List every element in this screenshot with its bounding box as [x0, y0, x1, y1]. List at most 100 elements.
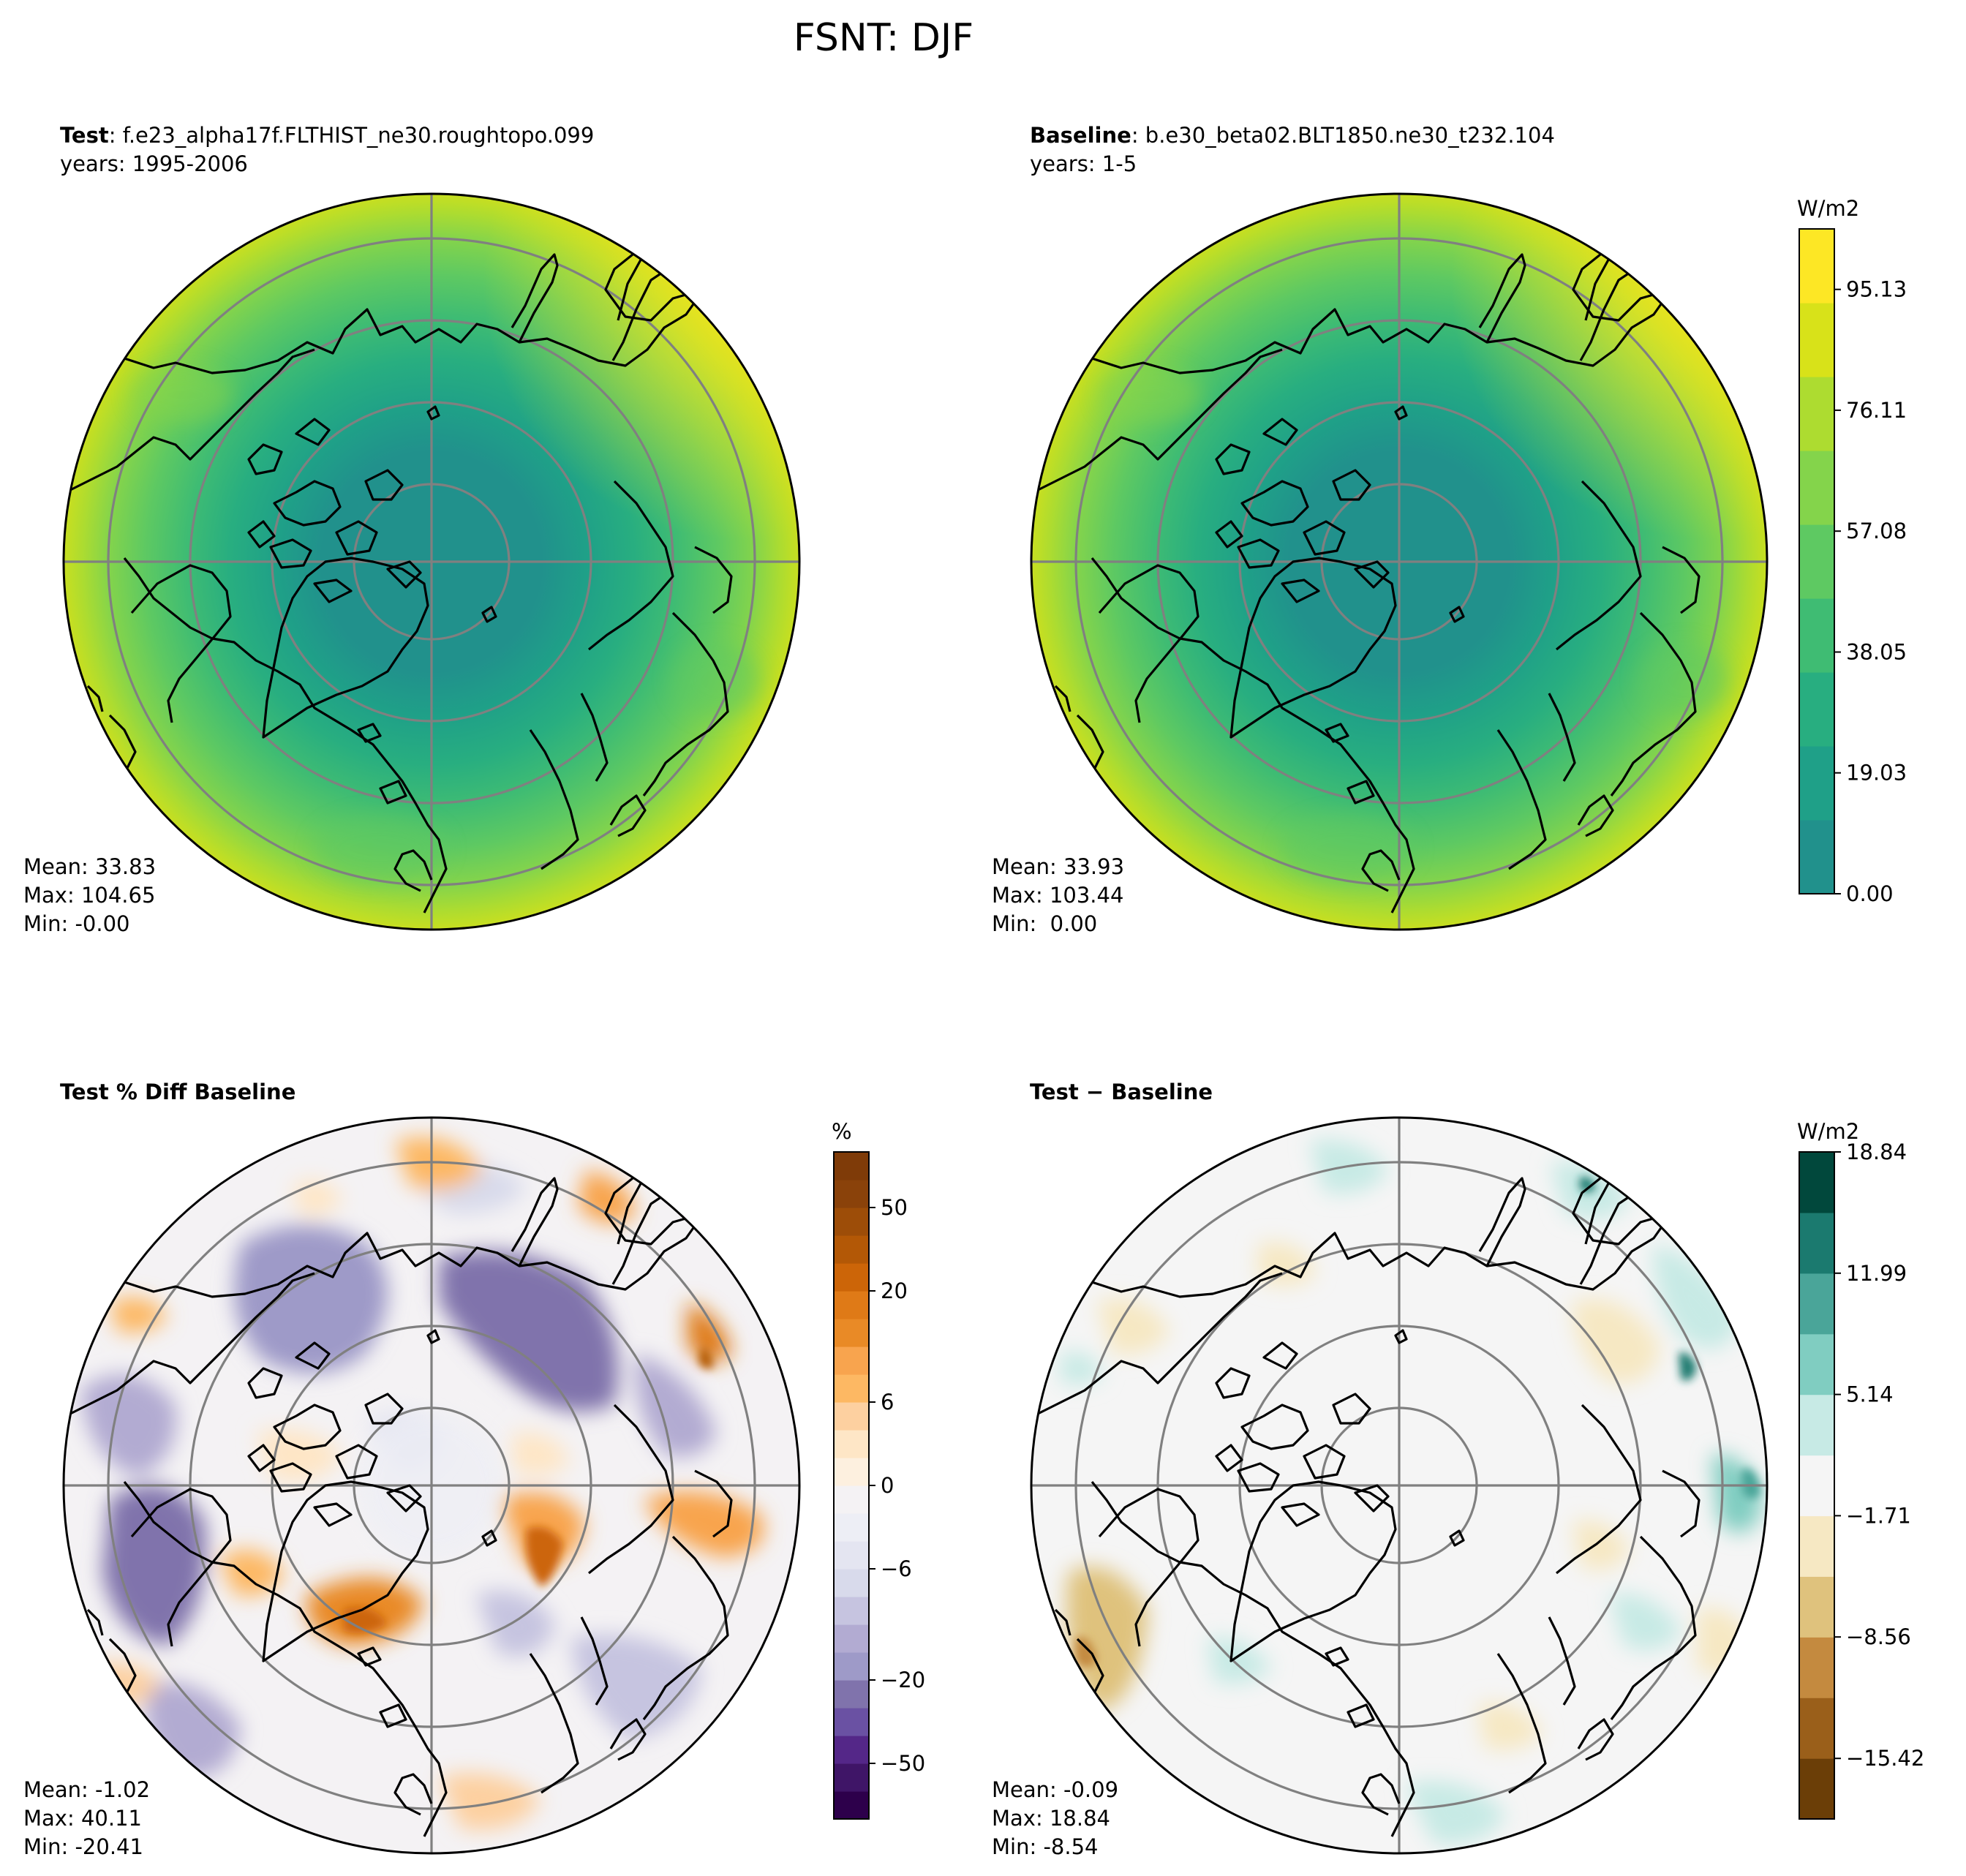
colorbar-segment: [834, 1680, 869, 1709]
colorbar-frame: [1799, 1151, 1835, 1820]
test-max: Max: 104.65: [23, 883, 156, 908]
colorbar-segment: [834, 1513, 869, 1542]
colorbar-unit: %: [832, 1119, 852, 1144]
colorbar-segment: [1799, 524, 1834, 599]
colorbar-tick-label: 18.84: [1846, 1139, 1907, 1164]
pct-colorbar: % −50 −20 −6 0 6 20 50: [832, 1119, 925, 1820]
colorbar-segment: [834, 1708, 869, 1736]
colorbar-segment: [1799, 1698, 1834, 1759]
colorbar-segment: [1799, 1152, 1834, 1213]
test-panel-title: Test: f.e23_alpha17f.FLTHIST_ne30.rought…: [60, 121, 594, 178]
baseline-case-name: : b.e30_beta02.BLT1850.ne30_t232.104: [1131, 123, 1555, 148]
colorbar-tick-label: −15.42: [1846, 1746, 1924, 1771]
colorbar-segment: [834, 1402, 869, 1431]
colorbar-segment: [834, 1791, 869, 1820]
pct-diff-map: [62, 1116, 801, 1855]
colorbar-tick-label: −50: [881, 1751, 925, 1776]
colorbar-segment: [1799, 1758, 1834, 1820]
diff-label-rest: − Baseline: [1078, 1080, 1213, 1104]
diff-panel-title: Test − Baseline: [1030, 1078, 1213, 1107]
colorbar-tick-label: −1.71: [1846, 1503, 1911, 1528]
colorbar-unit: W/m2: [1797, 1119, 1859, 1144]
colorbar-segment: [834, 1291, 869, 1319]
baseline-mean: Mean: 33.93: [992, 854, 1125, 879]
colorbar-segment: [834, 1152, 869, 1180]
colorbar-frame: [1799, 228, 1835, 894]
figure-title: FSNT: DJF: [793, 16, 974, 60]
pct-diff-min: Min: -20.41: [23, 1834, 143, 1859]
colorbar-segment: [834, 1624, 869, 1653]
test-stats: Mean: 33.83 Max: 104.65 Min: -0.00: [23, 853, 156, 938]
test-min: Min: -0.00: [23, 911, 130, 936]
colorbar-segment: [834, 1346, 869, 1375]
colorbar-segment: [1799, 746, 1834, 821]
colorbar-tick-label: 5.14: [1846, 1382, 1894, 1407]
colorbar-tick-label: 0.00: [1846, 881, 1894, 906]
colorbar-segment: [834, 1485, 869, 1514]
colorbar-segment: [1799, 229, 1834, 304]
colorbar-tick-label: 20: [881, 1278, 908, 1303]
pct-diff-mean: Mean: -1.02: [23, 1777, 151, 1802]
colorbar-segment: [1799, 672, 1834, 747]
baseline-panel-title: Baseline: b.e30_beta02.BLT1850.ne30_t232…: [1030, 121, 1555, 178]
colorbar-segment: [1799, 1212, 1834, 1274]
colorbar-tick-label: 19.03: [1846, 761, 1907, 786]
colorbar-segment: [1799, 1333, 1834, 1395]
colorbar-segment: [1799, 1455, 1834, 1517]
colorbar-segment: [1799, 820, 1834, 894]
baseline-min: Min: 0.00: [992, 911, 1098, 936]
colorbar-segment: [1799, 1273, 1834, 1335]
colorbar-segment: [834, 1541, 869, 1570]
baseline-stats: Mean: 33.93 Max: 103.44 Min: 0.00: [992, 853, 1124, 938]
colorbar-segment: [834, 1763, 869, 1792]
diff-max: Max: 18.84: [992, 1806, 1110, 1831]
colorbar-segment: [1799, 1394, 1834, 1456]
colorbar-segment: [834, 1430, 869, 1458]
colorbar-tick-label: 6: [881, 1390, 894, 1414]
test-label: Test: [60, 123, 109, 148]
colorbar-tick-label: 57.08: [1846, 519, 1907, 543]
diff-stats: Mean: -0.09 Max: 18.84 Min: -8.54: [992, 1776, 1118, 1861]
pct-diff-panel-title: Test % Diff Baseline: [60, 1078, 295, 1107]
baseline-years: years: 1-5: [1030, 151, 1137, 176]
colorbar-tick-label: 76.11: [1846, 398, 1907, 423]
baseline-label: Baseline: [1030, 123, 1131, 148]
diff-min: Min: -8.54: [992, 1834, 1099, 1859]
colorbar-tick-label: 50: [881, 1195, 908, 1220]
pct-diff-max: Max: 40.11: [23, 1806, 142, 1831]
colorbar-segment: [834, 1569, 869, 1597]
colorbar-tick-label: −20: [881, 1668, 925, 1692]
colorbar-segment: [834, 1458, 869, 1486]
colorbar-tick-label: 11.99: [1846, 1261, 1907, 1286]
baseline-max: Max: 103.44: [992, 883, 1124, 908]
colorbar-segment: [834, 1208, 869, 1236]
colorbar-segment: [834, 1597, 869, 1625]
colorbar-tick-label: 95.13: [1846, 277, 1907, 302]
test-years: years: 1995-2006: [60, 151, 248, 176]
diff-label: Test: [1030, 1080, 1079, 1104]
colorbar-segment: [834, 1263, 869, 1292]
diff-colorbar: W/m2 −15.42 −8.56 −1.71 5.14 11.99 18.84: [1797, 1119, 1924, 1820]
test-mean: Mean: 33.83: [23, 854, 157, 879]
colorbar-unit: W/m2: [1797, 196, 1859, 221]
colorbar-segment: [834, 1652, 869, 1681]
colorbar-segment: [1799, 1576, 1834, 1638]
colorbar-segment: [1799, 377, 1834, 451]
field-colorbar: W/m2 0.00 19.03 38.05 57.08 76.11 95.13: [1797, 196, 1907, 906]
colorbar-segment: [834, 1235, 869, 1264]
colorbar-segment: [1799, 303, 1834, 377]
pct-diff-stats: Mean: -1.02 Max: 40.11 Min: -20.41: [23, 1776, 150, 1861]
colorbar-segment: [834, 1319, 869, 1347]
colorbar-segment: [834, 1180, 869, 1208]
colorbar-tick-label: −6: [881, 1556, 912, 1581]
colorbar-segment: [1799, 598, 1834, 673]
colorbar-segment: [834, 1736, 869, 1764]
colorbar-tick-label: 0: [881, 1473, 894, 1498]
colorbar-segment: [1799, 451, 1834, 525]
test-case-name: : f.e23_alpha17f.FLTHIST_ne30.roughtopo.…: [108, 123, 595, 148]
colorbar-tick-label: 38.05: [1846, 639, 1907, 664]
baseline-map: [1030, 192, 1769, 931]
pct-diff-label: Test % Diff Baseline: [60, 1080, 296, 1104]
colorbar-segment: [834, 1374, 869, 1403]
